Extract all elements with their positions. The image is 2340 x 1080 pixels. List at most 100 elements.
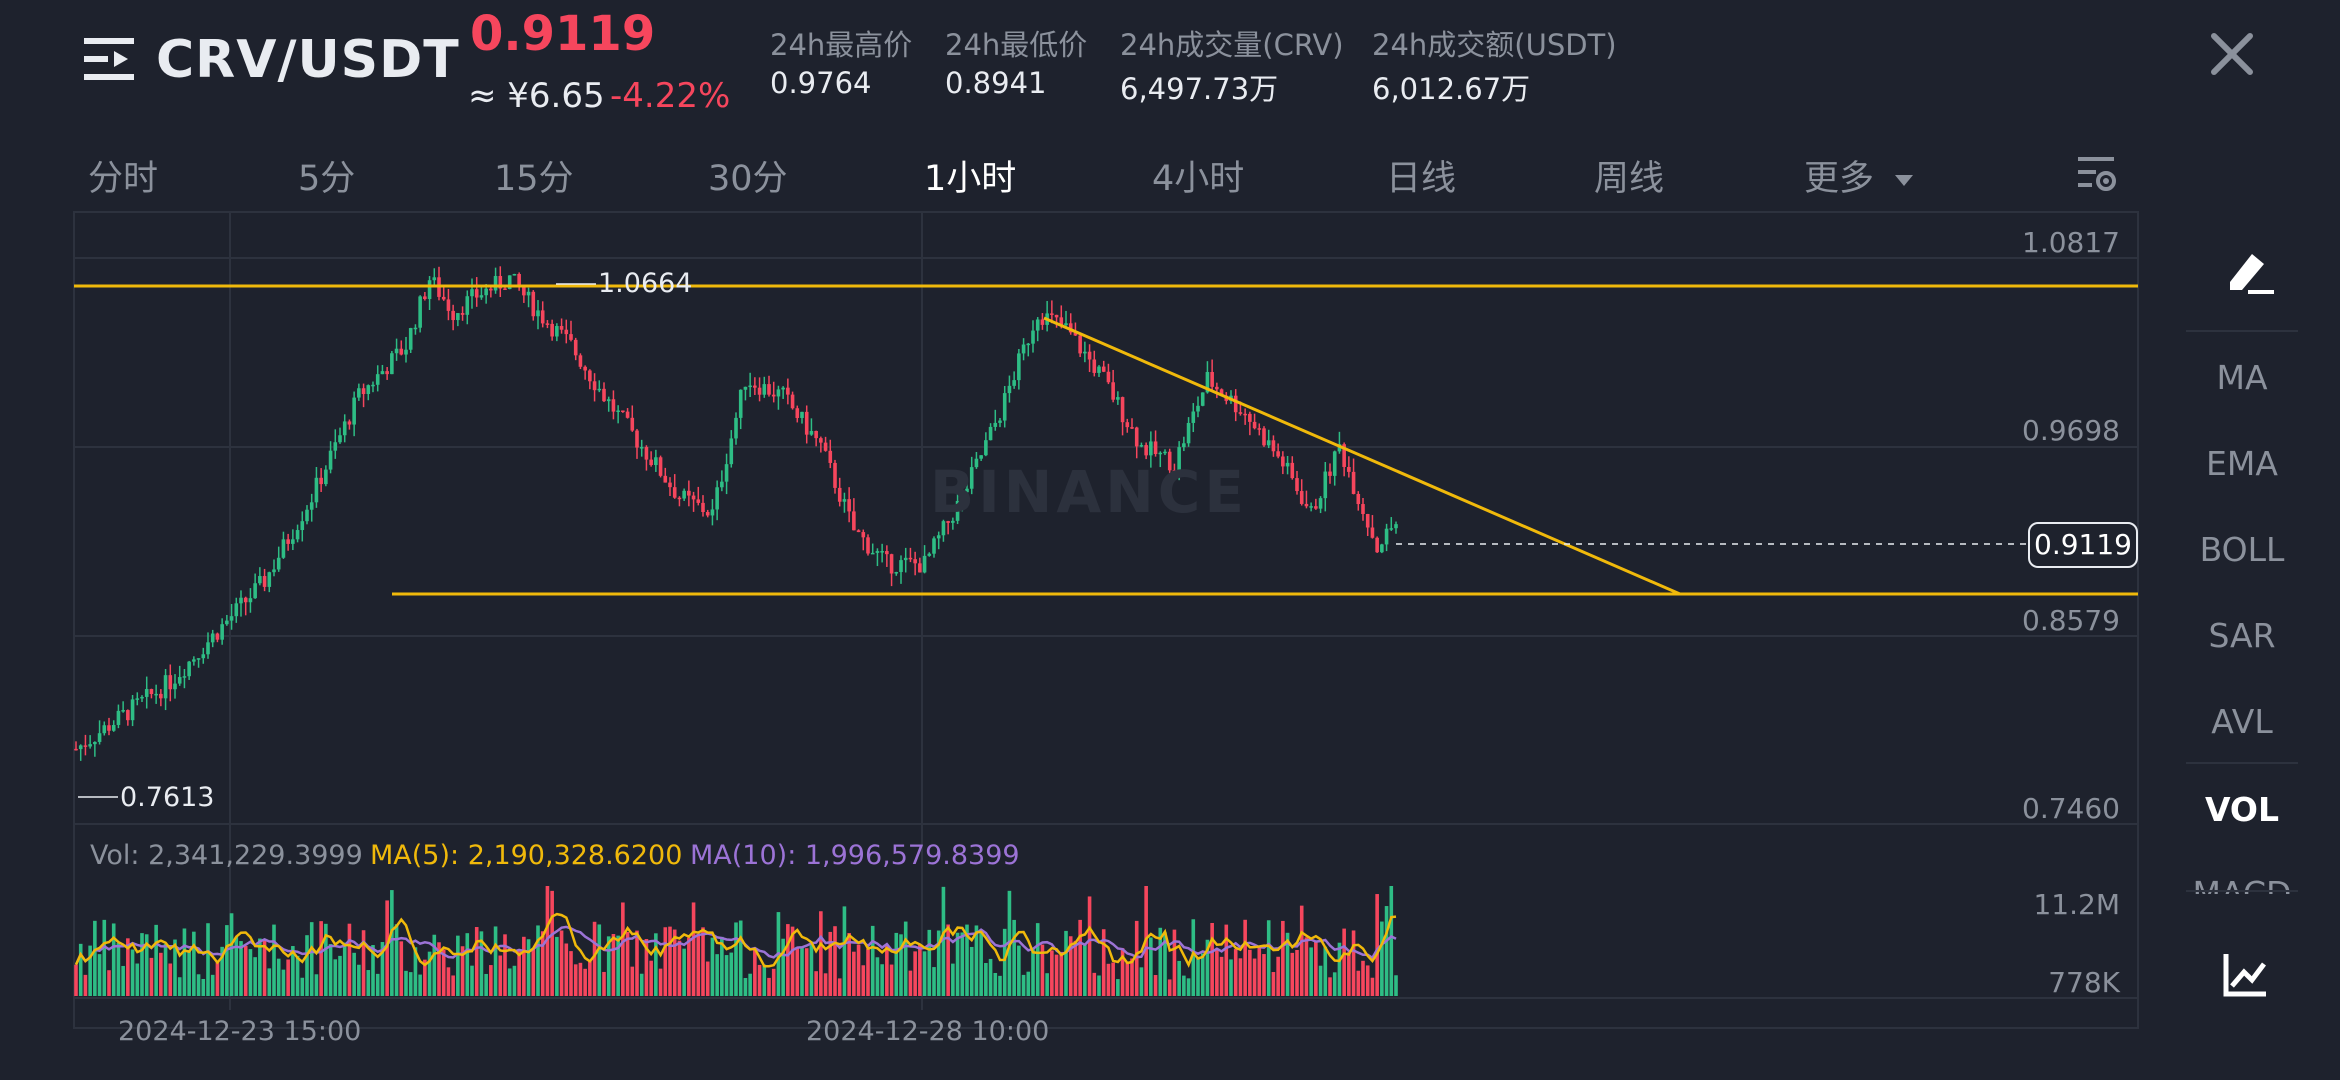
candle-body: [837, 487, 842, 502]
candle-body: [611, 399, 616, 412]
indicator-boll[interactable]: BOLL: [2199, 530, 2285, 569]
candle-body: [625, 411, 630, 418]
candle-body: [126, 710, 130, 721]
indicator-ema[interactable]: EMA: [2206, 444, 2278, 483]
volume-bar: [111, 923, 116, 996]
tab-4h[interactable]: 4小时: [1152, 159, 1245, 199]
candle-body: [1271, 440, 1276, 452]
candle-body: [366, 385, 371, 395]
candle-body: [969, 467, 974, 489]
volume-bar: [399, 941, 404, 996]
candle-body: [1252, 421, 1257, 429]
candle-body: [1370, 527, 1375, 538]
tab-5m[interactable]: 5分: [298, 159, 356, 199]
time-axis-label: 2024-12-28 10:00: [806, 1016, 1050, 1047]
tab-timeline[interactable]: 分时: [88, 159, 159, 199]
candle-body: [1186, 422, 1191, 444]
candle-body: [253, 583, 257, 599]
volume-bar: [1257, 945, 1262, 996]
price-cny: ≈ ¥6.65: [468, 76, 605, 116]
tab-30m[interactable]: 30分: [708, 159, 788, 199]
price-axis-label: 0.7460: [2022, 792, 2120, 825]
candle-body: [1200, 392, 1205, 406]
candle-body: [479, 295, 484, 298]
candle-body: [828, 450, 833, 463]
candle-body: [210, 633, 215, 643]
volume-bar: [404, 970, 408, 996]
high-price-label: 1.0664: [598, 268, 693, 299]
chart-settings-icon[interactable]: [2076, 153, 2118, 195]
candle-body: [130, 699, 135, 721]
volume-bar: [649, 960, 653, 996]
volume-bar: [998, 975, 1002, 996]
candle-body: [1017, 353, 1021, 381]
volume-bar: [743, 978, 748, 996]
candle-body: [460, 313, 465, 315]
indicator-vol[interactable]: VOL: [2204, 790, 2280, 829]
candle-body: [1380, 544, 1384, 553]
candle-body: [220, 624, 224, 640]
candle-body: [875, 551, 880, 553]
volume-bar: [484, 973, 488, 996]
volume-bar: [1007, 890, 1012, 996]
indicator-chart-icon[interactable]: [2222, 950, 2270, 998]
close-icon[interactable]: [2208, 30, 2256, 78]
tab-1h[interactable]: 1小时: [924, 159, 1017, 199]
candle-body: [734, 417, 738, 439]
candle-body: [1229, 395, 1233, 401]
vol-ma10: MA(10): 1,996,579.8399: [690, 840, 1020, 871]
volume-bar: [885, 944, 889, 996]
indicator-macd[interactable]: MACD: [2192, 874, 2292, 894]
volume-bar: [517, 950, 521, 996]
volume-bar: [1144, 886, 1148, 996]
candle-body: [408, 328, 413, 350]
descending-trendline: [1043, 316, 1681, 596]
volume-bar: [140, 933, 144, 996]
menu-icon[interactable]: [84, 36, 134, 82]
indicator-ma[interactable]: MA: [2216, 358, 2268, 397]
volume-bar: [286, 959, 290, 996]
candle-body: [371, 384, 375, 387]
volume-bar: [611, 934, 616, 996]
candle-body: [215, 633, 220, 640]
volume-bar: [1149, 937, 1153, 996]
volume-bar: [1210, 922, 1214, 996]
trading-pair[interactable]: CRV/USDT: [156, 30, 460, 90]
candle-body: [720, 481, 724, 488]
volume-bar: [790, 926, 795, 996]
vol-ma5: MA(5): 2,190,328.6200: [370, 840, 683, 871]
volume-bar: [371, 945, 375, 996]
volume-bar: [135, 963, 140, 996]
draw-tool-icon[interactable]: [2222, 246, 2282, 296]
volume-bar: [545, 886, 550, 996]
volume-bar: [969, 946, 974, 996]
candle-body: [1389, 528, 1394, 530]
indicator-sar[interactable]: SAR: [2208, 616, 2276, 655]
volume-bar: [342, 942, 347, 996]
volume-bar: [823, 973, 828, 996]
candle-body: [1318, 498, 1323, 509]
candle-body: [847, 499, 851, 512]
candle-body: [342, 421, 347, 436]
stat-high-value: 0.9764: [770, 66, 872, 100]
tab-15m[interactable]: 15分: [494, 159, 574, 199]
volume-bar: [479, 931, 484, 996]
tab-1d[interactable]: 日线: [1386, 159, 1457, 199]
volume-bar: [408, 972, 413, 996]
volume-bar: [154, 924, 158, 996]
candle-body: [295, 530, 300, 540]
stat-volume-value: 6,497.73万: [1120, 72, 1279, 106]
candle-body: [1276, 451, 1280, 457]
candle-body: [979, 455, 983, 459]
candle-body: [503, 288, 507, 290]
candle-body: [644, 447, 649, 460]
volume-bar: [163, 943, 168, 996]
volume-bar: [701, 927, 705, 996]
tab-more[interactable]: 更多: [1804, 150, 1915, 201]
candle-body: [1139, 445, 1144, 447]
indicator-avl[interactable]: AVL: [2211, 702, 2273, 741]
tab-1w[interactable]: 周线: [1594, 159, 1665, 199]
candle-body: [885, 551, 889, 555]
volume-bar: [1191, 919, 1196, 996]
stat-turnover-label: 24h成交额(USDT): [1372, 28, 1617, 62]
